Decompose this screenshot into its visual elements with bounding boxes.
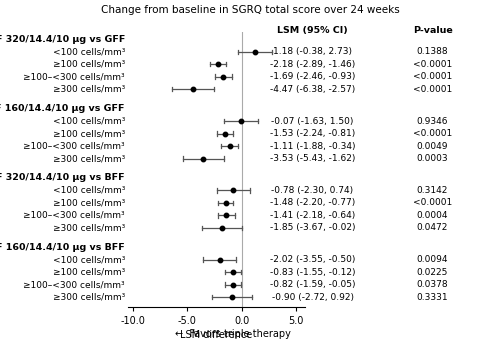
Text: 0.9346: 0.9346 (417, 116, 448, 126)
Text: ←  Favors triple therapy: ← Favors triple therapy (176, 329, 292, 339)
Text: ≥100 cells/mm³: ≥100 cells/mm³ (53, 268, 125, 277)
Text: <100 cells/mm³: <100 cells/mm³ (52, 116, 125, 126)
Text: ≥300 cells/mm³: ≥300 cells/mm³ (53, 154, 125, 163)
Text: ≥300 cells/mm³: ≥300 cells/mm³ (53, 293, 125, 301)
Text: -0.78 (-2.30, 0.74): -0.78 (-2.30, 0.74) (272, 186, 353, 195)
Text: <100 cells/mm³: <100 cells/mm³ (52, 186, 125, 195)
Text: ≥100–<300 cells/mm³: ≥100–<300 cells/mm³ (24, 142, 125, 150)
Text: Change from baseline in SGRQ total score over 24 weeks: Change from baseline in SGRQ total score… (100, 5, 400, 15)
Text: <0.0001: <0.0001 (413, 198, 452, 207)
Text: <100 cells/mm³: <100 cells/mm³ (52, 47, 125, 56)
Text: ≥100 cells/mm³: ≥100 cells/mm³ (53, 198, 125, 207)
Text: -2.02 (-3.55, -0.50): -2.02 (-3.55, -0.50) (270, 255, 355, 264)
Text: <100 cells/mm³: <100 cells/mm³ (52, 255, 125, 264)
Text: <0.0001: <0.0001 (413, 129, 452, 138)
Text: -0.83 (-1.55, -0.12): -0.83 (-1.55, -0.12) (270, 268, 355, 277)
Text: -1.85 (-3.67, -0.02): -1.85 (-3.67, -0.02) (270, 223, 355, 232)
Text: 0.0003: 0.0003 (416, 154, 448, 163)
Text: BGF 160/14.4/10 μg vs BFF: BGF 160/14.4/10 μg vs BFF (0, 243, 125, 252)
X-axis label: LSM difference: LSM difference (180, 330, 252, 340)
Text: <0.0001: <0.0001 (413, 60, 452, 69)
Text: ≥300 cells/mm³: ≥300 cells/mm³ (53, 223, 125, 232)
Text: 1.18 (-0.38, 2.73): 1.18 (-0.38, 2.73) (273, 47, 352, 56)
Text: -1.53 (-2.24, -0.81): -1.53 (-2.24, -0.81) (270, 129, 355, 138)
Text: 0.1388: 0.1388 (416, 47, 448, 56)
Text: -3.53 (-5.43, -1.62): -3.53 (-5.43, -1.62) (270, 154, 355, 163)
Text: -1.41 (-2.18, -0.64): -1.41 (-2.18, -0.64) (270, 211, 355, 220)
Text: BGF 160/14.4/10 μg vs GFF: BGF 160/14.4/10 μg vs GFF (0, 104, 125, 113)
Text: LSM (95% CI): LSM (95% CI) (277, 26, 348, 35)
Text: ≥100 cells/mm³: ≥100 cells/mm³ (53, 60, 125, 69)
Text: ≥100–<300 cells/mm³: ≥100–<300 cells/mm³ (24, 72, 125, 81)
Text: -0.07 (-1.63, 1.50): -0.07 (-1.63, 1.50) (272, 116, 353, 126)
Text: <0.0001: <0.0001 (413, 72, 452, 81)
Text: 0.0472: 0.0472 (417, 223, 448, 232)
Text: -1.69 (-2.46, -0.93): -1.69 (-2.46, -0.93) (270, 72, 355, 81)
Text: ≥100 cells/mm³: ≥100 cells/mm³ (53, 129, 125, 138)
Text: BGF 320/14.4/10 μg vs GFF: BGF 320/14.4/10 μg vs GFF (0, 35, 125, 44)
Text: -1.11 (-1.88, -0.34): -1.11 (-1.88, -0.34) (270, 142, 355, 150)
Text: 0.3142: 0.3142 (417, 186, 448, 195)
Text: 0.3331: 0.3331 (416, 293, 448, 301)
Text: -0.90 (-2.72, 0.92): -0.90 (-2.72, 0.92) (272, 293, 353, 301)
Text: P-value: P-value (412, 26, 453, 35)
Text: 0.0225: 0.0225 (417, 268, 448, 277)
Text: 0.0378: 0.0378 (416, 280, 448, 289)
Text: -4.47 (-6.38, -2.57): -4.47 (-6.38, -2.57) (270, 85, 355, 94)
Text: 0.0049: 0.0049 (417, 142, 448, 150)
Text: -0.82 (-1.59, -0.05): -0.82 (-1.59, -0.05) (270, 280, 355, 289)
Text: 0.0004: 0.0004 (417, 211, 448, 220)
Text: ≥100–<300 cells/mm³: ≥100–<300 cells/mm³ (24, 280, 125, 289)
Text: ≥100–<300 cells/mm³: ≥100–<300 cells/mm³ (24, 211, 125, 220)
Text: BGF 320/14.4/10 μg vs BFF: BGF 320/14.4/10 μg vs BFF (0, 173, 125, 183)
Text: -1.48 (-2.20, -0.77): -1.48 (-2.20, -0.77) (270, 198, 355, 207)
Text: <0.0001: <0.0001 (413, 85, 452, 94)
Text: ≥300 cells/mm³: ≥300 cells/mm³ (53, 85, 125, 94)
Text: 0.0094: 0.0094 (417, 255, 448, 264)
Text: -2.18 (-2.89, -1.46): -2.18 (-2.89, -1.46) (270, 60, 355, 69)
